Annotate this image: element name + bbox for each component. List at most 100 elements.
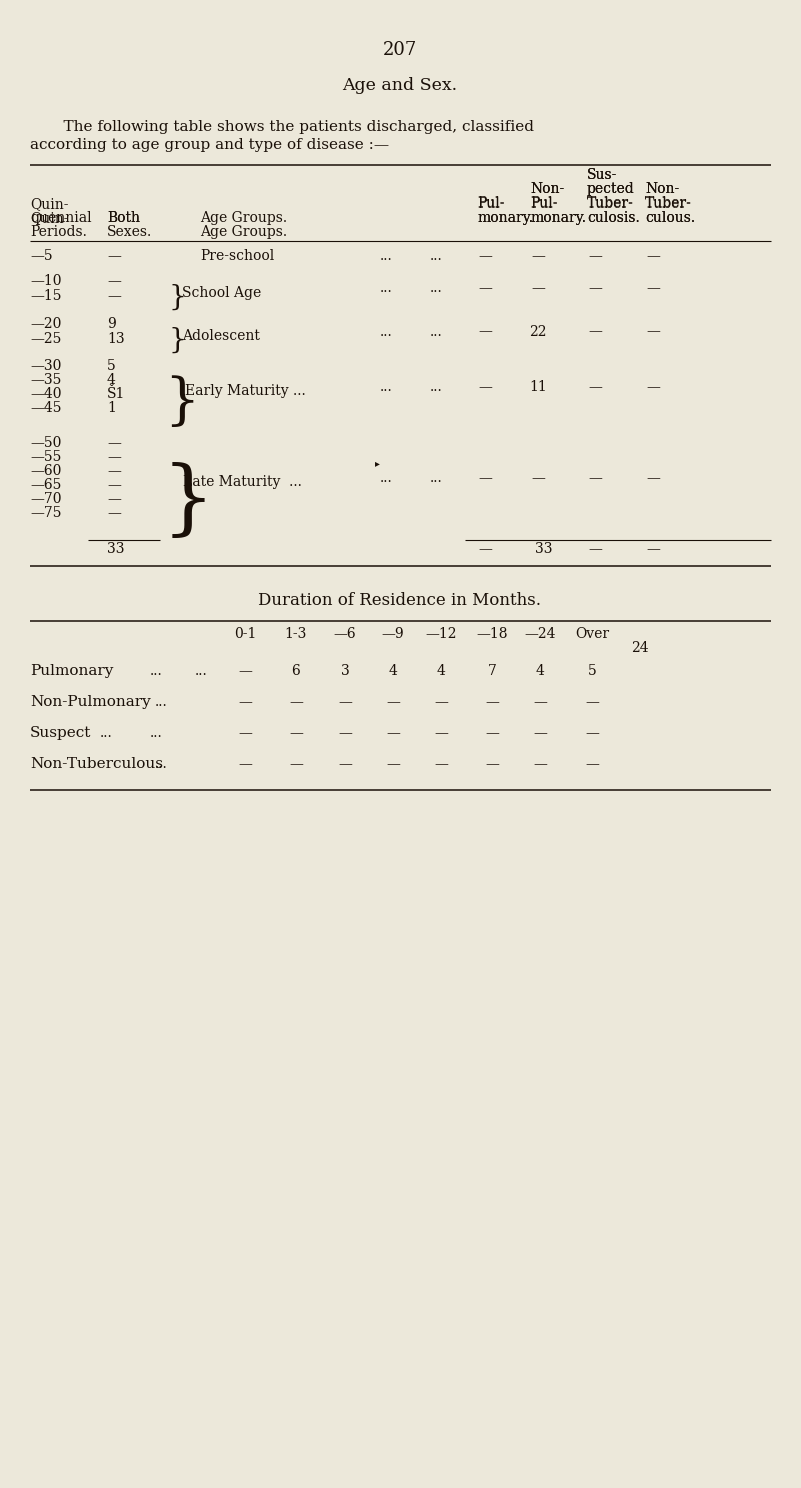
Text: —: — <box>386 726 400 740</box>
Text: —18: —18 <box>477 626 508 641</box>
Text: —: — <box>531 472 545 485</box>
Text: 7: 7 <box>488 664 497 679</box>
Text: Pulmonary: Pulmonary <box>30 664 114 679</box>
Text: culosis.: culosis. <box>587 211 640 225</box>
Text: Tuber-: Tuber- <box>587 196 634 210</box>
Text: —15: —15 <box>30 289 62 304</box>
Text: Sus-: Sus- <box>587 168 618 182</box>
Text: 11: 11 <box>529 379 547 394</box>
Text: Sus-: Sus- <box>587 168 618 182</box>
Text: —: — <box>107 289 121 304</box>
Text: Pre-school: Pre-school <box>200 248 274 263</box>
Text: ...: ... <box>430 248 443 263</box>
Text: —: — <box>485 757 499 771</box>
Text: —55: —55 <box>30 449 62 464</box>
Text: —: — <box>478 248 492 263</box>
Text: —: — <box>107 478 121 493</box>
Text: —: — <box>585 726 599 740</box>
Text: monary.: monary. <box>477 211 533 225</box>
Text: Non-Pulmonary: Non-Pulmonary <box>30 695 151 708</box>
Text: ...: ... <box>155 695 167 708</box>
Text: —45: —45 <box>30 400 62 415</box>
Text: —: — <box>238 726 252 740</box>
Text: —: — <box>478 324 492 338</box>
Text: Pul-: Pul- <box>477 196 505 211</box>
Text: —: — <box>478 542 492 557</box>
Text: —: — <box>485 726 499 740</box>
Text: 33: 33 <box>107 542 124 557</box>
Text: —10: —10 <box>30 274 62 289</box>
Text: —: — <box>588 472 602 485</box>
Text: ...: ... <box>380 281 392 296</box>
Text: —35: —35 <box>30 373 62 387</box>
Text: —: — <box>386 757 400 771</box>
Text: ...: ... <box>150 664 163 679</box>
Text: 5: 5 <box>588 664 597 679</box>
Text: —: — <box>588 324 602 338</box>
Text: —75: —75 <box>30 506 62 519</box>
Text: monary.: monary. <box>530 211 586 225</box>
Text: culous.: culous. <box>645 211 695 225</box>
Text: School Age: School Age <box>182 286 261 299</box>
Text: Pul-: Pul- <box>530 196 557 211</box>
Text: Quin-: Quin- <box>30 196 69 211</box>
Text: monary.: monary. <box>477 211 533 225</box>
Text: }: } <box>168 327 186 354</box>
Text: —: — <box>588 379 602 394</box>
Text: Non-Tuberculous: Non-Tuberculous <box>30 757 163 771</box>
Text: 1-3: 1-3 <box>285 626 308 641</box>
Text: —: — <box>434 757 448 771</box>
Text: —: — <box>646 281 660 296</box>
Text: 33: 33 <box>535 542 553 557</box>
Text: Tuber-: Tuber- <box>587 196 634 211</box>
Text: —40: —40 <box>30 387 62 400</box>
Text: 9: 9 <box>107 317 116 330</box>
Text: ▸: ▸ <box>375 460 380 469</box>
Text: Periods.: Periods. <box>30 225 87 240</box>
Text: 22: 22 <box>529 324 547 338</box>
Text: —: — <box>646 379 660 394</box>
Text: —: — <box>585 757 599 771</box>
Text: culosis.: culosis. <box>587 211 640 225</box>
Text: Both: Both <box>107 211 140 225</box>
Text: monary.: monary. <box>530 211 586 225</box>
Text: ...: ... <box>380 379 392 394</box>
Text: Sexes.: Sexes. <box>107 225 152 240</box>
Text: Late Maturity  ...: Late Maturity ... <box>183 475 302 490</box>
Text: —: — <box>107 436 121 449</box>
Text: 4: 4 <box>437 664 445 679</box>
Text: —: — <box>238 695 252 708</box>
Text: 24: 24 <box>631 641 649 655</box>
Text: —: — <box>478 472 492 485</box>
Text: —: — <box>238 757 252 771</box>
Text: 3: 3 <box>340 664 349 679</box>
Text: Over: Over <box>575 626 609 641</box>
Text: Non-: Non- <box>645 182 679 196</box>
Text: Adolescent: Adolescent <box>182 329 260 342</box>
Text: —: — <box>107 464 121 478</box>
Text: ...: ... <box>150 726 163 740</box>
Text: ...: ... <box>430 324 443 338</box>
Text: Non-: Non- <box>645 182 679 196</box>
Text: Š1: Š1 <box>107 387 126 400</box>
Text: —20: —20 <box>30 317 62 330</box>
Text: Tuber-: Tuber- <box>645 196 692 210</box>
Text: —: — <box>531 281 545 296</box>
Text: ...: ... <box>380 248 392 263</box>
Text: —9: —9 <box>382 626 405 641</box>
Text: 207: 207 <box>383 42 417 60</box>
Text: —: — <box>107 506 121 519</box>
Text: —: — <box>107 493 121 506</box>
Text: —: — <box>289 695 303 708</box>
Text: —: — <box>338 695 352 708</box>
Text: —: — <box>478 379 492 394</box>
Text: —: — <box>434 726 448 740</box>
Text: Early Maturity ...: Early Maturity ... <box>185 384 306 397</box>
Text: Pul-: Pul- <box>477 196 505 210</box>
Text: —: — <box>485 695 499 708</box>
Text: Non-: Non- <box>530 182 564 196</box>
Text: 5: 5 <box>107 359 116 373</box>
Text: —25: —25 <box>30 332 62 347</box>
Text: }: } <box>168 284 186 311</box>
Text: The following table shows the patients discharged, classified: The following table shows the patients d… <box>44 121 534 134</box>
